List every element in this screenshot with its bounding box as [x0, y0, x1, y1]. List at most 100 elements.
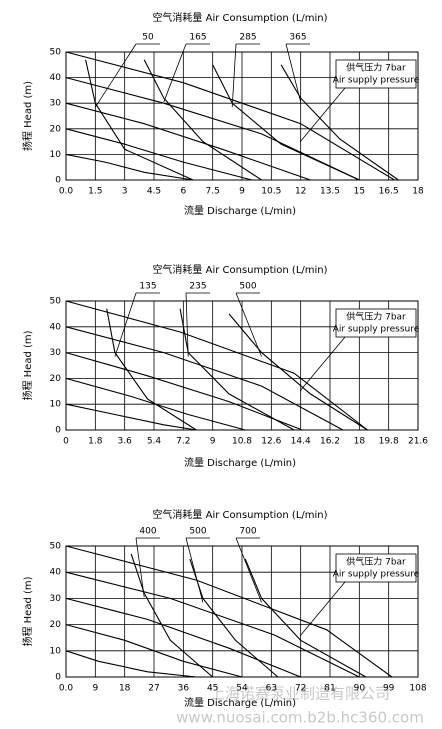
curve [65, 300, 368, 431]
plot-frame [65, 51, 419, 181]
y-tick-label: 0 [55, 176, 61, 186]
x-tick-label: 36 [178, 684, 190, 694]
air-consumption-label: 285 [239, 33, 256, 43]
annotation-box [335, 59, 417, 89]
x-tick-label: 3.6 [118, 437, 133, 447]
curve [212, 64, 360, 181]
x-tick-label: 1.8 [88, 437, 103, 447]
x-tick-label: 90 [354, 684, 366, 694]
chart-title: 空气消耗量 Air Consumption (L/min) [152, 508, 327, 521]
x-tick-label: 54 [236, 684, 248, 694]
chart-title: 空气消耗量 Air Consumption (L/min) [152, 263, 327, 276]
x-tick-label: 9 [239, 187, 245, 197]
x-tick-label: 14.4 [291, 437, 311, 447]
leader-line [114, 292, 137, 357]
y-tick-label: 30 [50, 99, 62, 109]
x-tick-label: 13.5 [320, 187, 340, 197]
y-tick-label: 40 [50, 568, 62, 578]
annotation-box [335, 308, 417, 338]
leader-line [163, 43, 187, 103]
x-axis-label: 流量 Discharge (L/min) [184, 456, 296, 469]
y-tick-label: 30 [50, 594, 62, 604]
annotation-box [335, 553, 417, 583]
y-tick-label: 10 [50, 646, 62, 656]
watermark: 上海诺赛泵业制造有限公司 [210, 685, 390, 703]
curve [189, 558, 279, 678]
plot-frame [65, 300, 419, 431]
x-tick-label: 63 [266, 684, 277, 694]
curve [65, 650, 197, 678]
curve [65, 128, 252, 181]
annotation: 供气压力 7bar [346, 62, 406, 74]
y-tick-label: 20 [50, 620, 62, 630]
y-axis-label: 扬程 Head (m) [21, 330, 34, 400]
y-tick-label: 20 [50, 124, 62, 134]
curve [228, 313, 368, 431]
curve [179, 308, 295, 431]
x-tick-label: 18 [354, 437, 366, 447]
x-axis-label: 流量 Discharge (L/min) [184, 696, 296, 709]
annotation: Air supply pressure [333, 325, 420, 335]
x-tick-label: 19.8 [379, 437, 399, 447]
x-tick-label: 99 [383, 684, 395, 694]
curve [65, 326, 344, 431]
air-consumption-label: 500 [189, 527, 206, 537]
x-tick-label: 21.6 [408, 437, 428, 447]
leader-line [185, 537, 204, 603]
curve [65, 153, 194, 181]
x-tick-label: 0.0 [59, 187, 74, 197]
curve [85, 59, 194, 181]
air-consumption-label: 500 [239, 282, 256, 292]
x-tick-label: 10.8 [232, 437, 252, 447]
x-tick-label: 4.5 [147, 187, 161, 197]
curve [280, 64, 399, 181]
x-tick-label: 81 [324, 684, 335, 694]
leader-line [235, 292, 262, 357]
air-consumption-label: 135 [139, 282, 156, 292]
x-tick-label: 3 [122, 187, 128, 197]
x-tick-label: 16.2 [320, 437, 340, 447]
y-tick-label: 50 [50, 48, 62, 58]
x-tick-label: 1.5 [88, 187, 102, 197]
curve [106, 308, 197, 431]
y-tick-label: 40 [50, 73, 62, 83]
chart-title: 空气消耗量 Air Consumption (L/min) [152, 11, 327, 24]
y-tick-label: 10 [50, 150, 62, 160]
curve [65, 377, 246, 431]
leader-line [299, 581, 346, 637]
y-axis-label: 扬程 Head (m) [21, 81, 34, 151]
x-tick-label: 6 [180, 187, 186, 197]
annotation: Air supply pressure [333, 570, 420, 580]
x-tick-label: 12 [295, 187, 306, 197]
curve [244, 558, 367, 678]
x-tick-label: 7.2 [176, 437, 190, 447]
annotation: 供气压力 7bar [346, 311, 406, 323]
annotation: Air supply pressure [333, 76, 420, 86]
curve [65, 571, 360, 678]
curve [65, 51, 395, 181]
leader-line [235, 537, 262, 603]
leader-line [299, 336, 346, 392]
watermark: www.nuosai.com.b2b.hc360.com [176, 709, 424, 727]
plot-frame [65, 545, 419, 678]
leader-line [231, 43, 237, 108]
x-tick-label: 10.5 [261, 187, 281, 197]
y-tick-label: 40 [50, 322, 62, 332]
y-tick-label: 30 [50, 348, 62, 358]
annotation: 供气压力 7bar [346, 556, 406, 568]
x-tick-label: 0 [63, 437, 69, 447]
x-tick-label: 9 [92, 684, 98, 694]
curve [65, 624, 243, 678]
curve [65, 403, 197, 431]
curve [65, 352, 303, 431]
curve [130, 553, 214, 678]
x-tick-label: 7.5 [206, 187, 220, 197]
air-consumption-label: 50 [142, 33, 154, 43]
curve [143, 59, 262, 181]
x-tick-label: 5.4 [147, 437, 162, 447]
x-tick-label: 16.5 [379, 187, 399, 197]
x-tick-label: 0.0 [59, 684, 74, 694]
x-tick-label: 18 [412, 187, 424, 197]
y-tick-label: 50 [50, 542, 62, 552]
